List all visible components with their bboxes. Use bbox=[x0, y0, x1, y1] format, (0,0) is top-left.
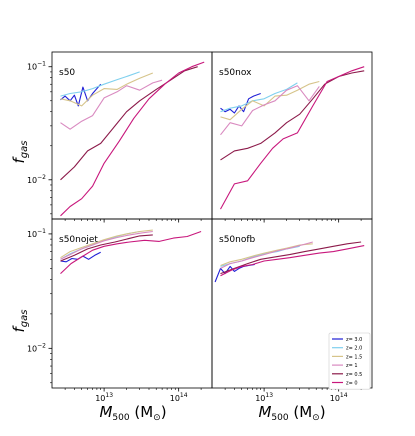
legend-box bbox=[328, 332, 371, 390]
legend-label: z= 2.0 bbox=[346, 346, 362, 352]
x-tick-label: 1013 bbox=[95, 392, 113, 403]
y-tick-label: 10−1 bbox=[27, 228, 46, 239]
series-line-s50nox-0_5 bbox=[220, 70, 365, 161]
panel-title: s50 bbox=[59, 68, 75, 78]
series-line-s50nox-1_5 bbox=[220, 80, 320, 121]
series-line-s50nofb-1_5 bbox=[220, 243, 313, 267]
y-tick-label: 10−2 bbox=[27, 174, 46, 185]
legend-label: z= 1.5 bbox=[346, 354, 362, 360]
y-axis-label-bottom: fgas bbox=[10, 310, 30, 333]
series-line-s50nojet-0 bbox=[60, 230, 202, 274]
y-tick-label: 10−2 bbox=[27, 342, 46, 353]
y-tick-label: 10−1 bbox=[27, 61, 46, 72]
x-axis-label-left: M500 (M⊙) bbox=[99, 403, 166, 423]
series-line-s50nox-2_0 bbox=[220, 82, 298, 113]
series-line-s50nox-0 bbox=[220, 66, 365, 210]
panel-title: s50nox bbox=[219, 68, 252, 78]
x-axis-label-right: M500 (M⊙) bbox=[258, 403, 325, 423]
legend-label: z= 1 bbox=[346, 363, 358, 369]
panel-title: s50nojet bbox=[59, 235, 98, 245]
panel-s50nox: s50nox bbox=[211, 51, 373, 223]
legend-label: z= 0.5 bbox=[346, 372, 362, 378]
panel-frame bbox=[51, 51, 213, 220]
panel-s50nojet: 10−1 10−2 1013 1014 s50nojet bbox=[27, 218, 213, 403]
x-tick-label: 1014 bbox=[170, 392, 188, 403]
legend-label: z= 0 bbox=[346, 381, 358, 387]
legend: z= 3.0 z= 2.0 z= 1.5 z= 1 z= 0.5 z= 0 bbox=[328, 332, 371, 390]
series-line-s50nofb-0_5 bbox=[220, 241, 362, 275]
legend-label: z= 3.0 bbox=[346, 337, 362, 343]
series-line-s50nofb-1 bbox=[220, 241, 313, 269]
panels-group: 10−1 10−2 s50 s50nox 10−1 10−2 1013 1014 s50noje… bbox=[27, 51, 373, 403]
panel-title: s50nofb bbox=[219, 235, 256, 245]
panel-s50nofb: 1013 1014 s50nofb bbox=[211, 218, 373, 403]
x-tick-label: 1013 bbox=[255, 392, 273, 403]
panel-frame bbox=[211, 218, 373, 389]
series-line-s50nofb-0 bbox=[220, 245, 365, 277]
y-axis-label-top: fgas bbox=[10, 141, 30, 164]
panel-s50: 10−1 10−2 s50 bbox=[27, 51, 213, 223]
series-line-s50nox-1 bbox=[220, 85, 320, 136]
series-line-s50-1_5 bbox=[60, 72, 154, 107]
series-line-s50-1 bbox=[60, 79, 163, 130]
series-line-s50-2_0 bbox=[60, 71, 140, 97]
series-line-s50nojet-1_5 bbox=[60, 229, 153, 259]
x-tick-label: 1014 bbox=[330, 392, 348, 403]
series-line-s50-0_5 bbox=[60, 66, 198, 181]
series-line-s50-3_0 bbox=[60, 83, 102, 107]
series-line-s50-0 bbox=[60, 61, 205, 217]
series-line-s50nojet-0_5 bbox=[60, 234, 153, 262]
series-line-s50nojet-1 bbox=[60, 230, 153, 260]
